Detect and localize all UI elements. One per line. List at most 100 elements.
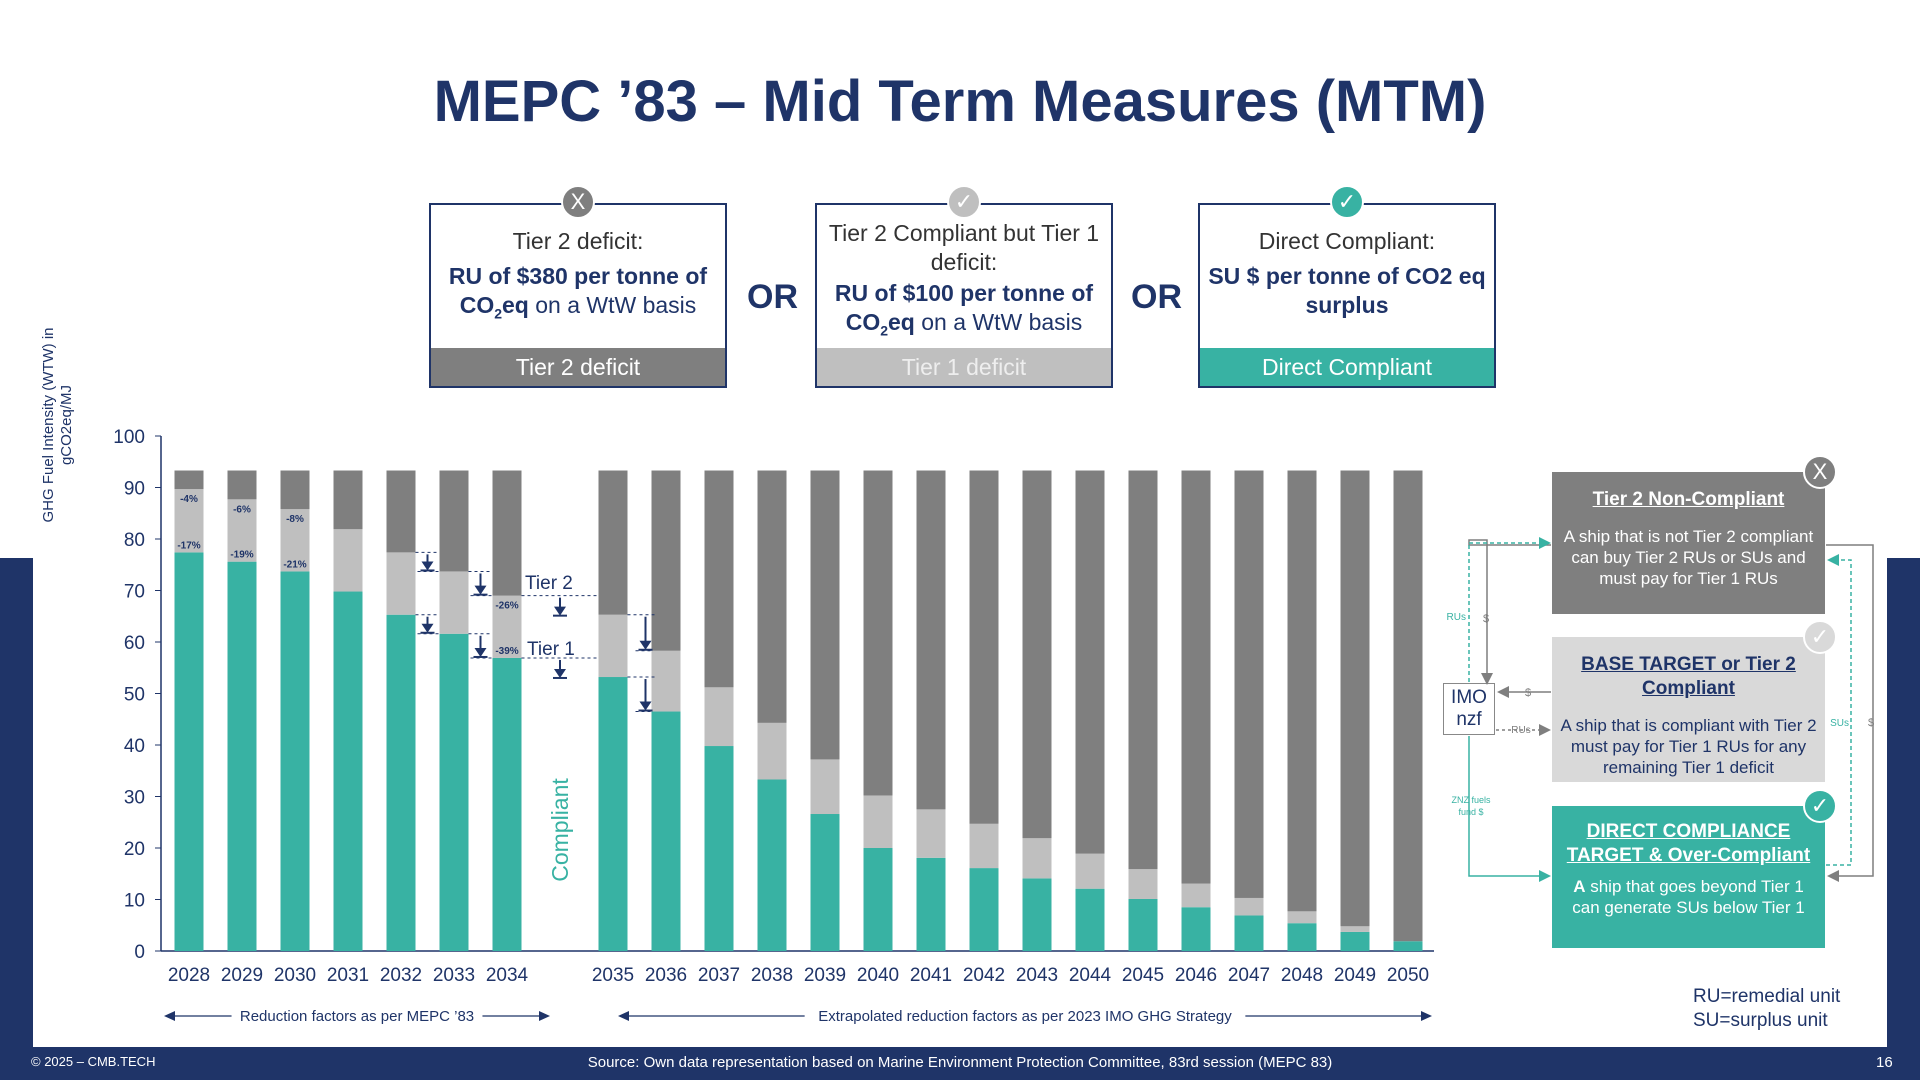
bar-tier1-deficit bbox=[863, 795, 893, 848]
y-tick-label: 30 bbox=[124, 788, 145, 809]
bar-compliant bbox=[280, 571, 310, 951]
ru-definition: RU=remedial unit bbox=[1693, 986, 1841, 1007]
y-tick-label: 40 bbox=[124, 736, 145, 757]
flow-label: RUs bbox=[1511, 725, 1530, 736]
slide-title: MEPC ’83 – Mid Term Measures (MTM) bbox=[433, 69, 1487, 134]
option-head: Direct Compliant: bbox=[1258, 228, 1436, 254]
bar-compliant bbox=[1340, 931, 1370, 951]
bar-tier1-deficit bbox=[810, 759, 840, 815]
step-arrow-head bbox=[554, 668, 566, 678]
x-tick-label: 2030 bbox=[274, 965, 316, 986]
bar-tier2-deficit bbox=[280, 470, 310, 510]
step-arrow-head bbox=[421, 623, 434, 633]
bar-tier2-deficit bbox=[1181, 470, 1211, 884]
flow-arrow bbox=[1826, 554, 1852, 866]
bar-tier2-deficit bbox=[810, 470, 840, 760]
flow-arrow bbox=[1468, 539, 1551, 685]
bar-compliant bbox=[598, 677, 628, 951]
x-tick-label: 2036 bbox=[645, 965, 687, 986]
legend-title: BASE TARGET or Tier 2 Compliant bbox=[1581, 654, 1796, 699]
bar-tier1-deficit bbox=[1234, 897, 1264, 916]
bar-compliant bbox=[1022, 878, 1052, 951]
bar-tier1-deficit bbox=[1022, 838, 1052, 879]
range-mepc83-label-bg bbox=[231, 1006, 483, 1026]
x-tick-label: 2039 bbox=[804, 965, 846, 986]
legend-title: DIRECT COMPLIANCE TARGET & Over-Complian… bbox=[1566, 821, 1811, 866]
bar-compliant bbox=[386, 614, 416, 951]
bar-tier1-deficit bbox=[651, 650, 681, 712]
compliant-annotation: Compliant bbox=[547, 778, 573, 882]
bar-tier1-deficit bbox=[280, 509, 310, 572]
flow-label: RUs bbox=[1447, 612, 1466, 623]
definitions: RU=remedial unit SU=surplus unit bbox=[1693, 985, 1840, 1033]
x-tick-label: 2044 bbox=[1069, 965, 1112, 986]
bar-compliant bbox=[439, 633, 469, 951]
option-footer: Direct Compliant bbox=[1200, 348, 1494, 386]
bar-tier2-deficit bbox=[1075, 470, 1105, 854]
bar-tier2-deficit bbox=[1128, 470, 1158, 870]
bar-tier2-deficit bbox=[227, 470, 257, 500]
bar-tier2-deficit bbox=[704, 470, 734, 688]
y-tick-label: 80 bbox=[124, 530, 145, 551]
option-body: RU of $100 per tonne of CO2eq on a WtW b… bbox=[834, 280, 1094, 339]
x-tick-label: 2037 bbox=[698, 965, 740, 986]
bar-compliant bbox=[757, 779, 787, 951]
bar-compliant bbox=[1128, 898, 1158, 951]
bar-tier1-deficit bbox=[916, 809, 946, 858]
x-tick-label: 2048 bbox=[1281, 965, 1323, 986]
x-tick-label: 2033 bbox=[433, 965, 475, 986]
range-mepc83-right-head bbox=[539, 1011, 550, 1021]
option-direct-compliant: ✓ Direct Compliant: SU $ per tonne of CO… bbox=[1198, 185, 1496, 388]
bar-tier2-deficit bbox=[1340, 470, 1370, 927]
tier2-reduction-label: -39% bbox=[495, 646, 518, 657]
option-body: RU of $380 per tonne of CO2eq on a WtW b… bbox=[448, 263, 708, 322]
copyright: © 2025 – CMB.TECH bbox=[31, 1054, 156, 1069]
bar-tier1-deficit bbox=[1181, 883, 1211, 908]
x-tick-label: 2029 bbox=[221, 965, 263, 986]
bar-tier1-deficit bbox=[1128, 869, 1158, 899]
bar-tier2-deficit bbox=[439, 470, 469, 572]
x-tick-label: 2050 bbox=[1387, 965, 1429, 986]
tier2-reduction-label: -19% bbox=[230, 550, 253, 561]
bar-tier2-deficit bbox=[386, 470, 416, 553]
bar-tier2-deficit bbox=[757, 470, 787, 723]
x-tick-label: 2049 bbox=[1334, 965, 1376, 986]
source-note: Source: Own data representation based on… bbox=[587, 1054, 1333, 1071]
x-icon: X bbox=[561, 185, 595, 219]
bar-compliant bbox=[863, 848, 893, 951]
option-footer: Tier 2 deficit bbox=[431, 348, 725, 386]
bar-tier2-deficit bbox=[916, 470, 946, 810]
option-tier1-deficit: ✓ Tier 2 Compliant but Tier 1 deficit: R… bbox=[815, 185, 1113, 388]
bar-tier1-deficit bbox=[386, 552, 416, 615]
bar-tier2-deficit bbox=[1393, 470, 1423, 942]
bar-tier2-deficit bbox=[174, 470, 204, 490]
bar-tier2-deficit bbox=[333, 470, 363, 530]
su-definition: SU=surplus unit bbox=[1693, 1010, 1828, 1031]
bar-tier2-deficit bbox=[492, 470, 522, 596]
bar-compliant bbox=[1181, 907, 1211, 951]
x-tick-label: 2028 bbox=[168, 965, 210, 986]
y-tick-label: 60 bbox=[124, 633, 145, 654]
x-tick-label: 2043 bbox=[1016, 965, 1058, 986]
range-extrapolated-label: Extrapolated reduction factors as per 20… bbox=[818, 1008, 1232, 1025]
bar-tier2-deficit bbox=[1287, 470, 1317, 912]
y-tick-label: 90 bbox=[124, 479, 145, 500]
bar-compliant bbox=[916, 857, 946, 951]
x-tick-label: 2041 bbox=[910, 965, 952, 986]
option-head: Tier 2 Compliant but Tier 1 deficit: bbox=[828, 220, 1100, 275]
range-mepc83-label: Reduction factors as per MEPC ’83 bbox=[240, 1008, 474, 1025]
tier1-reduction-label: -8% bbox=[286, 514, 304, 525]
x-tick-label: 2031 bbox=[327, 965, 369, 986]
x-tick-label: 2045 bbox=[1122, 965, 1164, 986]
step-arrow-head bbox=[639, 640, 652, 650]
x-tick-label: 2032 bbox=[380, 965, 422, 986]
flow-arrow bbox=[1468, 736, 1551, 882]
y-tick-label: 50 bbox=[124, 685, 145, 706]
bar-tier1-deficit bbox=[439, 571, 469, 634]
bar-compliant bbox=[969, 868, 999, 951]
range-extrapolated-left-head bbox=[618, 1011, 629, 1021]
y-tick-label: 10 bbox=[124, 891, 145, 912]
legend-text: A ship that is not Tier 2 compliant can … bbox=[1563, 527, 1814, 588]
x-tick-label: 2042 bbox=[963, 965, 1005, 986]
